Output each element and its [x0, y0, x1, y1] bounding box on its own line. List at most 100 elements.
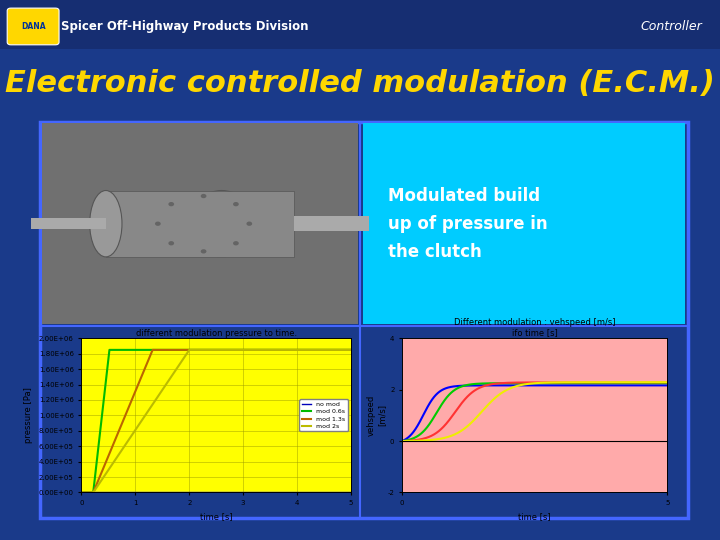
no mod: [292, 489, 301, 496]
mod 1.3s: [196, 347, 204, 353]
X-axis label: time [s]: time [s]: [518, 512, 551, 521]
mod 0.6s: [515, 380, 523, 387]
no mod: [186, 489, 194, 496]
mod 2s: [663, 379, 672, 386]
mod 0.6s: [186, 347, 195, 353]
mod 2s: [580, 379, 589, 386]
mod 2s: [425, 437, 433, 443]
no mod: [196, 489, 204, 496]
mod 1.3s: [609, 379, 618, 386]
mod 1.3s: [263, 347, 271, 353]
Bar: [41, 123, 686, 517]
mod 2s: [186, 347, 195, 353]
no mod: [605, 382, 613, 389]
Ellipse shape: [233, 202, 239, 206]
Ellipse shape: [155, 221, 161, 226]
no mod: [505, 382, 514, 389]
Ellipse shape: [201, 249, 207, 253]
no mod: [609, 382, 618, 389]
FancyBboxPatch shape: [7, 8, 59, 45]
X-axis label: time [s]: time [s]: [200, 512, 233, 521]
Line: mod 2s: mod 2s: [81, 350, 351, 492]
mod 0.6s: [505, 380, 514, 387]
no mod: [77, 489, 86, 496]
mod 0.6s: [663, 380, 672, 387]
mod 2s: [515, 382, 523, 389]
mod 2s: [263, 347, 271, 353]
mod 1.3s: [580, 379, 589, 386]
mod 1.3s: [148, 347, 157, 353]
mod 1.3s: [397, 438, 406, 444]
mod 2s: [605, 379, 613, 386]
mod 2s: [196, 347, 204, 353]
mod 2s: [185, 347, 194, 353]
mod 0.6s: [287, 347, 296, 353]
no mod: [580, 382, 589, 389]
mod 1.3s: [104, 451, 113, 458]
mod 0.6s: [609, 380, 618, 387]
Line: mod 2s: mod 2s: [402, 382, 667, 441]
mod 0.6s: [105, 347, 114, 353]
Y-axis label: vehspeed
[m/s]: vehspeed [m/s]: [366, 395, 386, 436]
Ellipse shape: [168, 241, 174, 245]
no mod: [425, 401, 433, 407]
mod 0.6s: [77, 489, 86, 496]
Ellipse shape: [201, 194, 207, 198]
mod 1.3s: [287, 347, 296, 353]
mod 1.3s: [77, 489, 86, 496]
mod 2s: [346, 347, 355, 353]
mod 2s: [104, 466, 113, 472]
mod 0.6s: [425, 421, 433, 428]
Bar: [40, 122, 688, 518]
Title: Different modulation : vehspeed [m/s]
ifo time [s]: Different modulation : vehspeed [m/s] if…: [454, 318, 616, 338]
mod 1.3s: [663, 379, 672, 386]
mod 0.6s: [580, 380, 589, 387]
Text: Spicer Off-Highway Products Division: Spicer Off-Highway Products Division: [61, 20, 309, 33]
mod 0.6s: [292, 347, 301, 353]
Ellipse shape: [168, 202, 174, 206]
Bar: [294, 216, 369, 232]
Text: Modulated build
up of pressure in
the clutch: Modulated build up of pressure in the cl…: [388, 187, 548, 260]
mod 1.3s: [346, 347, 355, 353]
no mod: [104, 489, 113, 496]
no mod: [397, 438, 406, 444]
mod 2s: [397, 438, 406, 444]
Text: Electronic controlled modulation (E.C.M.): Electronic controlled modulation (E.C.M.…: [5, 69, 715, 98]
mod 2s: [292, 347, 301, 353]
no mod: [346, 489, 355, 496]
Line: mod 0.6s: mod 0.6s: [81, 350, 351, 492]
mod 1.3s: [425, 434, 433, 440]
Line: mod 0.6s: mod 0.6s: [402, 383, 667, 441]
no mod: [663, 382, 672, 389]
Line: mod 1.3s: mod 1.3s: [402, 382, 667, 441]
mod 2s: [77, 489, 86, 496]
mod 0.6s: [104, 351, 113, 357]
Text: DANA: DANA: [21, 22, 45, 31]
no mod: [515, 382, 523, 389]
Bar: [0, 0, 720, 49]
Ellipse shape: [90, 191, 122, 257]
Bar: [106, 191, 294, 257]
mod 1.3s: [605, 379, 613, 386]
mod 1.3s: [186, 347, 195, 353]
mod 1.3s: [292, 347, 301, 353]
mod 2s: [609, 379, 618, 386]
Bar: [362, 123, 685, 325]
mod 0.6s: [605, 380, 613, 387]
Bar: [30, 218, 106, 230]
Title: different modulation pressure to time.: different modulation pressure to time.: [135, 328, 297, 338]
Legend: no mod, mod 0.6s, mod 1.3s, mod 2s: no mod, mod 0.6s, mod 1.3s, mod 2s: [300, 400, 348, 431]
mod 1.3s: [505, 380, 514, 386]
Ellipse shape: [246, 221, 252, 226]
mod 1.3s: [515, 379, 523, 386]
mod 0.6s: [397, 438, 406, 444]
mod 2s: [287, 347, 296, 353]
mod 0.6s: [263, 347, 271, 353]
Line: no mod: no mod: [402, 386, 667, 441]
Line: mod 1.3s: mod 1.3s: [81, 350, 351, 492]
Text: Controller: Controller: [640, 20, 702, 33]
Bar: [42, 123, 358, 325]
mod 0.6s: [346, 347, 355, 353]
no mod: [287, 489, 296, 496]
mod 0.6s: [196, 347, 204, 353]
